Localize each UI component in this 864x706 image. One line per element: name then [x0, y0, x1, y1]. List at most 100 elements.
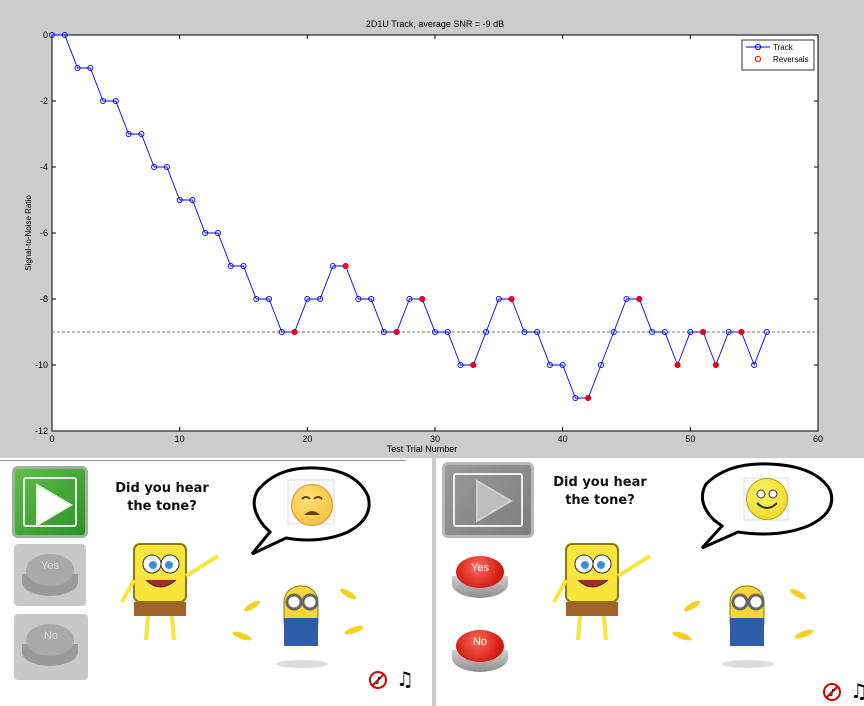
track-point	[253, 295, 260, 303]
yes-button-dome	[456, 556, 504, 588]
reversal-point	[636, 296, 643, 302]
sad-face-icon	[291, 484, 333, 526]
track-point	[138, 130, 145, 138]
reversal-point	[585, 395, 592, 401]
x-tick-label: 50	[685, 434, 695, 444]
y-tick-label: -12	[35, 426, 48, 436]
plot-area	[51, 34, 819, 432]
play-button[interactable]	[12, 466, 88, 538]
reversal-point	[738, 329, 745, 335]
y-tick-label: 0	[43, 30, 48, 40]
yes-button-dome	[26, 554, 74, 586]
reversal-point	[712, 362, 719, 368]
x-tick-label: 10	[175, 434, 185, 444]
track-point	[546, 361, 553, 369]
track-point	[751, 361, 758, 369]
track-point	[559, 361, 566, 369]
left-trial-panel: Yes No Did you hear the tone? ♪ ♫	[0, 460, 432, 706]
question-text: Did you hear the tone?	[112, 480, 212, 516]
track-point	[483, 328, 490, 336]
y-tick-label: -4	[40, 162, 48, 172]
music-icon[interactable]: ♫	[850, 680, 864, 702]
track-point	[431, 328, 439, 336]
track-point	[74, 64, 81, 72]
track-point	[661, 328, 668, 336]
play-button-frame	[23, 477, 77, 527]
question-line-2: the tone?	[565, 493, 635, 508]
track-point	[597, 361, 605, 369]
no-button-label: No	[472, 636, 488, 648]
track-point	[457, 361, 464, 369]
track-point	[125, 130, 132, 138]
sad-face-features	[301, 496, 323, 515]
chart-title: 2D1U Track, average SNR = -9 dB	[366, 19, 504, 29]
track-point	[763, 328, 770, 336]
question-line-1: Did you hear	[553, 475, 647, 490]
x-tick-label: 40	[558, 434, 568, 444]
no-button[interactable]: No	[14, 614, 88, 680]
track-point	[610, 328, 617, 336]
svg-text:♪: ♪	[375, 676, 381, 687]
chart-svg: 2D1U Track, average SNR = -9 dB 0 10 20 30 40…	[24, 19, 823, 454]
y-tick-label: -10	[35, 360, 48, 370]
mute-icon[interactable]: ♪	[368, 670, 388, 690]
track-point	[534, 328, 541, 336]
track-point	[687, 328, 694, 336]
track-point	[214, 229, 222, 237]
reversal-point	[342, 263, 349, 269]
track-point	[648, 328, 656, 336]
right-trial-panel: Yes No Did you hear the tone? ♪ ♫	[436, 460, 864, 706]
track-point	[202, 229, 209, 237]
track-point	[368, 295, 375, 303]
panel-divider	[432, 458, 436, 706]
legend-box	[741, 39, 815, 71]
svg-text:♫: ♫	[396, 668, 414, 690]
x-axis-label: Test Trial Number	[387, 444, 458, 454]
track-point	[329, 262, 336, 270]
track-point	[163, 163, 170, 171]
mute-icon[interactable]: ♪	[822, 682, 842, 702]
play-button[interactable]	[442, 462, 534, 538]
track-point	[623, 295, 630, 303]
spongebob-image	[120, 543, 220, 641]
no-button[interactable]: No	[444, 620, 516, 688]
track-point	[227, 262, 234, 270]
track-point	[151, 163, 158, 171]
legend: Track Reversals	[741, 39, 815, 71]
yes-button-label: Yes	[41, 560, 59, 572]
legend-track-marker	[754, 43, 762, 51]
svg-text:♫: ♫	[850, 680, 864, 702]
reversal-point	[470, 362, 477, 368]
track-point	[406, 295, 413, 303]
x-tick-label: 60	[813, 434, 823, 444]
music-icon[interactable]: ♫	[394, 668, 416, 690]
chart-figure: 2D1U Track, average SNR = -9 dB 0 10 20 30 40…	[0, 0, 864, 458]
x-tick-label: 0	[49, 434, 54, 444]
track-point	[100, 97, 107, 105]
track-point	[521, 328, 528, 336]
spongebob-image	[552, 543, 652, 641]
y-tick-label: -6	[40, 228, 48, 238]
track-line	[52, 34, 768, 399]
x-tick-label: 30	[430, 434, 440, 444]
minion-image	[672, 585, 814, 668]
track-point	[317, 295, 324, 303]
track-point	[725, 328, 732, 336]
legend-reversal-label: Reversals	[773, 55, 809, 64]
smiley-face-features	[756, 489, 778, 509]
track-point	[355, 295, 362, 303]
track-point	[87, 64, 94, 72]
question-text: Did you hear the tone?	[550, 474, 650, 510]
track-point	[444, 328, 451, 336]
yes-button[interactable]: Yes	[444, 546, 516, 608]
question-line-2: the tone?	[127, 499, 197, 514]
track-point	[240, 262, 247, 270]
track-point	[278, 328, 285, 336]
reversal-point	[419, 296, 426, 302]
yes-button[interactable]: Yes	[14, 544, 86, 606]
y-axis-label: Signal-to-Noise Ratio	[24, 195, 33, 271]
no-button-dome	[26, 624, 74, 656]
minion-image	[232, 585, 364, 668]
reversal-point	[700, 329, 706, 335]
y-tick-label: -2	[40, 96, 48, 106]
